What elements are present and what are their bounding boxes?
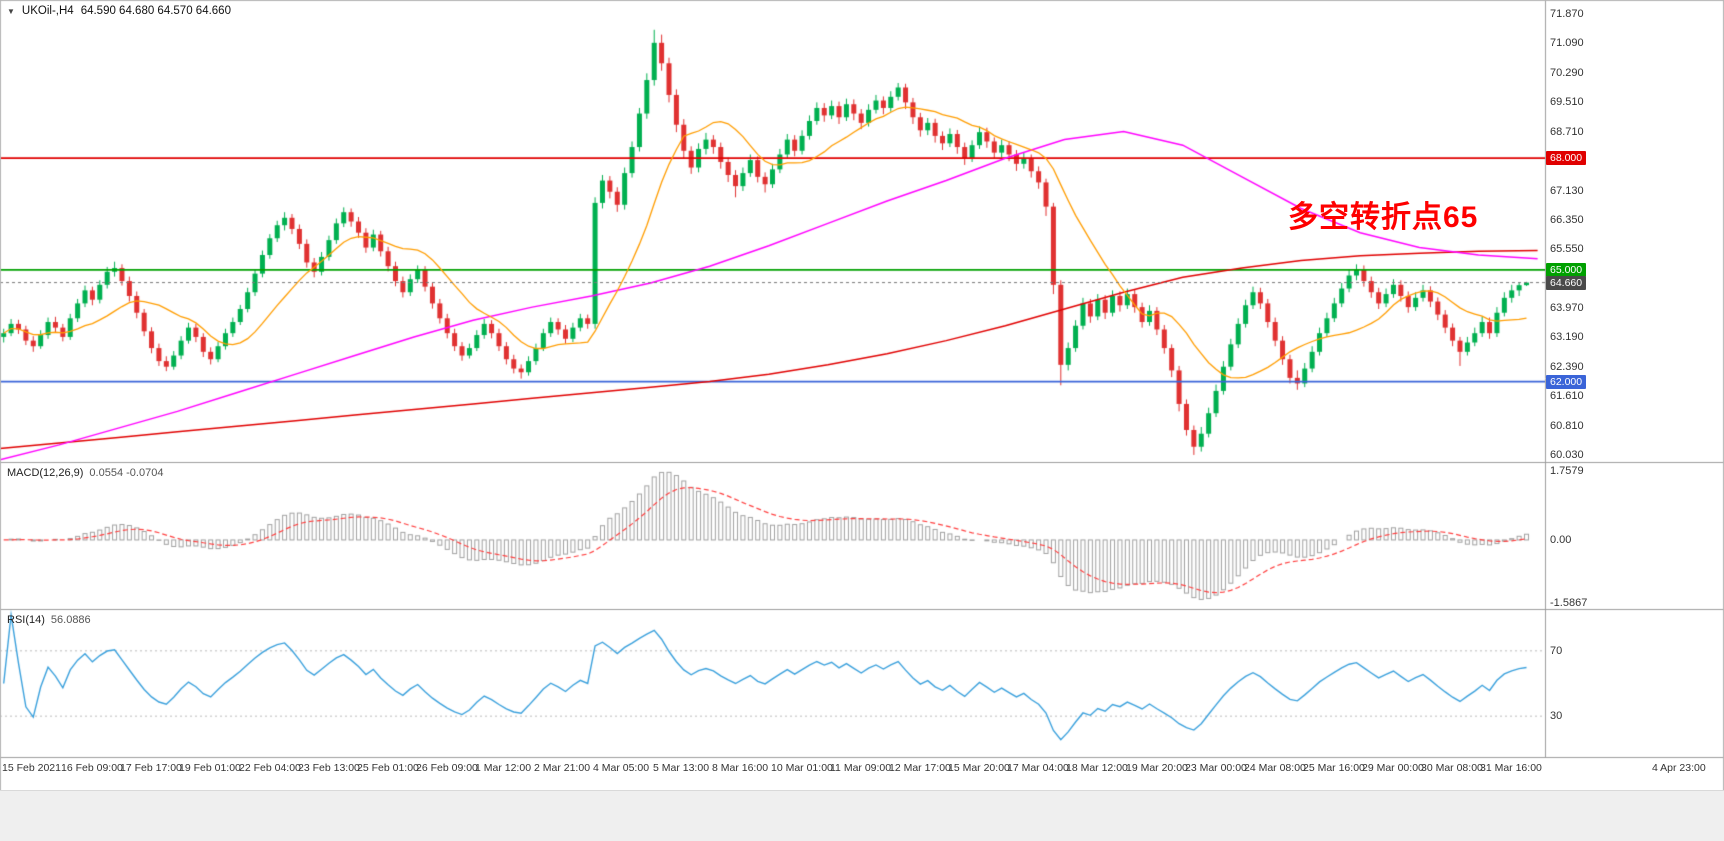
bottom-margin-strip	[0, 790, 1724, 841]
macd-indicator-label: MACD(12,26,9) 0.0554 -0.0704	[7, 467, 163, 479]
rsi-value: 56.0886	[50, 614, 91, 626]
symbol-timeframe-label: UKOil-,H4	[21, 5, 74, 17]
rsi-indicator-label: RSI(14) 56.0886	[7, 614, 91, 626]
annotation-text: 多空转折点65	[1288, 201, 1479, 234]
symbol-quote-line: ▼ UKOil-,H4 64.590 64.680 64.570 64.660	[7, 5, 231, 17]
chevron-down-icon[interactable]: ▼	[7, 6, 15, 16]
ohlc-values: 64.590 64.680 64.570 64.660	[80, 5, 231, 17]
rsi-name: RSI(14)	[7, 614, 45, 626]
macd-values: 0.0554 -0.0704	[89, 467, 164, 479]
macd-name: MACD(12,26,9)	[7, 467, 84, 479]
